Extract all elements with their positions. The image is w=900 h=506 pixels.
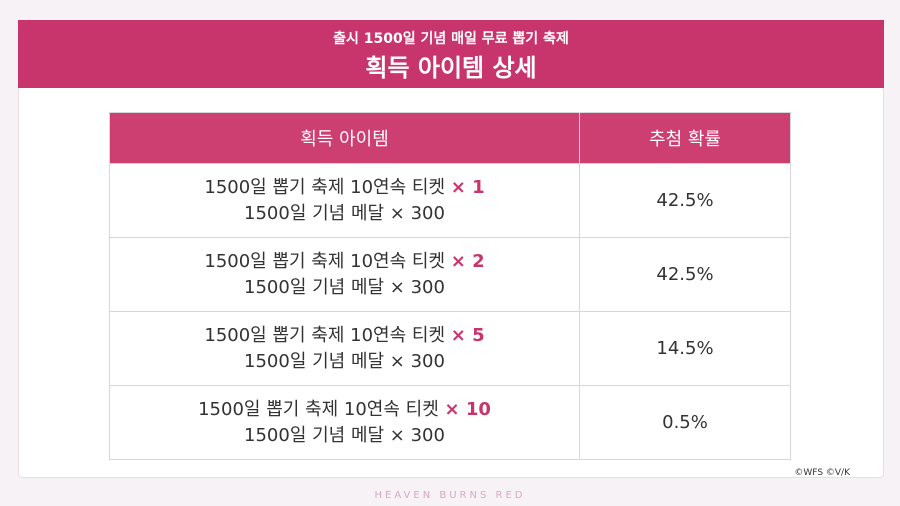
medal-line: 1500일 기념 메달 × 300 [244, 202, 445, 224]
medal-line: 1500일 기념 메달 × 300 [244, 276, 445, 298]
item-name: 1500일 뽑기 축제 10연속 티켓 [204, 250, 446, 272]
item-cell: 1500일 뽑기 축제 10연속 티켓 × 10 1500일 기념 메달 × 30… [109, 385, 580, 460]
item-multiplier: × 2 [450, 250, 485, 272]
item-line: 1500일 뽑기 축제 10연속 티켓 × 1 [111, 175, 578, 201]
medal-line: 1500일 기념 메달 × 300 [244, 424, 445, 446]
item-line: 1500일 뽑기 축제 10연속 티켓 × 2 [111, 249, 578, 275]
table-row: 1500일 뽑기 축제 10연속 티켓 × 5 1500일 기념 메달 × 300… [109, 311, 791, 386]
item-cell: 1500일 뽑기 축제 10연속 티켓 × 2 1500일 기념 메달 × 300 [109, 237, 580, 312]
table-body: 1500일 뽑기 축제 10연속 티켓 × 1 1500일 기념 메달 × 300… [109, 163, 791, 460]
medal-line: 1500일 기념 메달 × 300 [244, 350, 445, 372]
item-table: 획득 아이템 추첨 확률 1500일 뽑기 축제 10연속 티켓 × 1 1500… [109, 112, 791, 460]
item-name: 1500일 뽑기 축제 10연속 티켓 [204, 324, 446, 346]
item-cell: 1500일 뽑기 축제 10연속 티켓 × 1 1500일 기념 메달 × 300 [109, 163, 580, 238]
probability-cell: 42.5% [579, 237, 791, 312]
column-header: 추첨 확률 [579, 112, 791, 164]
header-band: 출시 1500일 기념 매일 무료 뽑기 축제 획득 아이템 상세 [18, 20, 884, 88]
item-multiplier: × 10 [444, 398, 491, 420]
probability-cell: 42.5% [579, 163, 791, 238]
probability-cell: 14.5% [579, 311, 791, 386]
item-cell: 1500일 뽑기 축제 10연속 티켓 × 5 1500일 기념 메달 × 300 [109, 311, 580, 386]
table-row: 1500일 뽑기 축제 10연속 티켓 × 10 1500일 기념 메달 × 30… [109, 385, 791, 460]
column-header: 획득 아이템 [109, 112, 580, 164]
item-line: 1500일 뽑기 축제 10연속 티켓 × 10 [111, 397, 578, 423]
copyright: ©WFS ©V/K [794, 468, 850, 478]
table-row: 1500일 뽑기 축제 10연속 티켓 × 1 1500일 기념 메달 × 300… [109, 163, 791, 238]
subtitle: 출시 1500일 기념 매일 무료 뽑기 축제 [333, 31, 569, 47]
header-row: 획득 아이템 추첨 확률 [109, 112, 791, 164]
item-name: 1500일 뽑기 축제 10연속 티켓 [204, 176, 446, 198]
title: 획득 아이템 상세 [365, 54, 537, 82]
table-row: 1500일 뽑기 축제 10연속 티켓 × 2 1500일 기념 메달 × 300… [109, 237, 791, 312]
item-name: 1500일 뽑기 축제 10연속 티켓 [198, 398, 439, 420]
item-line: 1500일 뽑기 축제 10연속 티켓 × 5 [111, 323, 578, 349]
logo: HEAVEN BURNS RED [374, 490, 526, 501]
item-multiplier: × 5 [450, 324, 485, 346]
item-multiplier: × 1 [450, 176, 485, 198]
probability-cell: 0.5% [579, 385, 791, 460]
